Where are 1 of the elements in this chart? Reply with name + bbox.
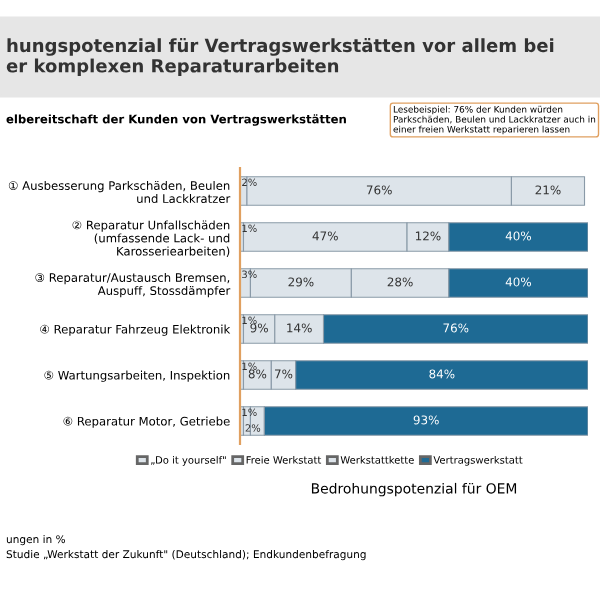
chart-title: hungspotenzial für Vertragswerkstätten vor allem bei er komplexen Reparaturarbeiten	[6, 37, 554, 77]
